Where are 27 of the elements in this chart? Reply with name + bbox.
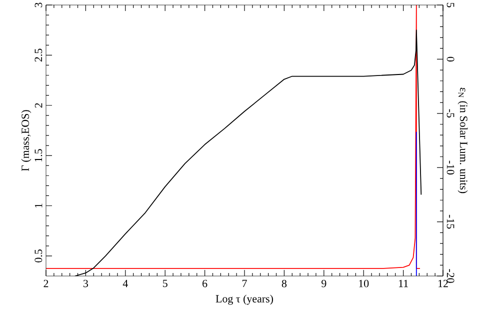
y2-tick-label: -5 xyxy=(446,109,454,118)
x-tick-label: 12 xyxy=(438,280,448,288)
y-tick-label: 3 xyxy=(34,2,42,8)
x-tick-label: 11 xyxy=(398,280,408,288)
y-tick-label: 1 xyxy=(34,204,42,208)
y-tick-label: 2 xyxy=(34,103,42,108)
y2-tick-label: 0 xyxy=(446,56,454,62)
x-tick-label: 7 xyxy=(242,280,247,288)
x-tick-label: 10 xyxy=(359,280,369,288)
y-tick-label: 2.5 xyxy=(34,48,42,62)
x-tick-label: 4 xyxy=(122,280,128,288)
y-tick-label: 1.5 xyxy=(34,149,42,162)
y2-tick-label: -10 xyxy=(446,160,454,174)
x-tick-label: 9 xyxy=(322,280,326,288)
y-axis-title: Γ (mass,EOS) xyxy=(21,110,32,172)
x-tick-label: 3 xyxy=(83,280,88,288)
line-series xyxy=(46,4,420,269)
x-tick-label: 8 xyxy=(282,280,287,288)
y2-tick-label: -15 xyxy=(446,214,454,229)
x-tick-label: 2 xyxy=(44,280,48,288)
y2-axis-title: ε$_{N}$ (in Solar Lum. units) xyxy=(458,88,468,194)
y2-tick-label: 5 xyxy=(446,2,454,8)
x-tick-label: 5 xyxy=(163,280,168,288)
x-tick-label: 6 xyxy=(202,280,208,288)
y2-tick-label: -20 xyxy=(446,269,454,283)
y-tick-label: 0.5 xyxy=(34,250,42,262)
x-axis-title: Log τ (years) xyxy=(216,294,273,305)
